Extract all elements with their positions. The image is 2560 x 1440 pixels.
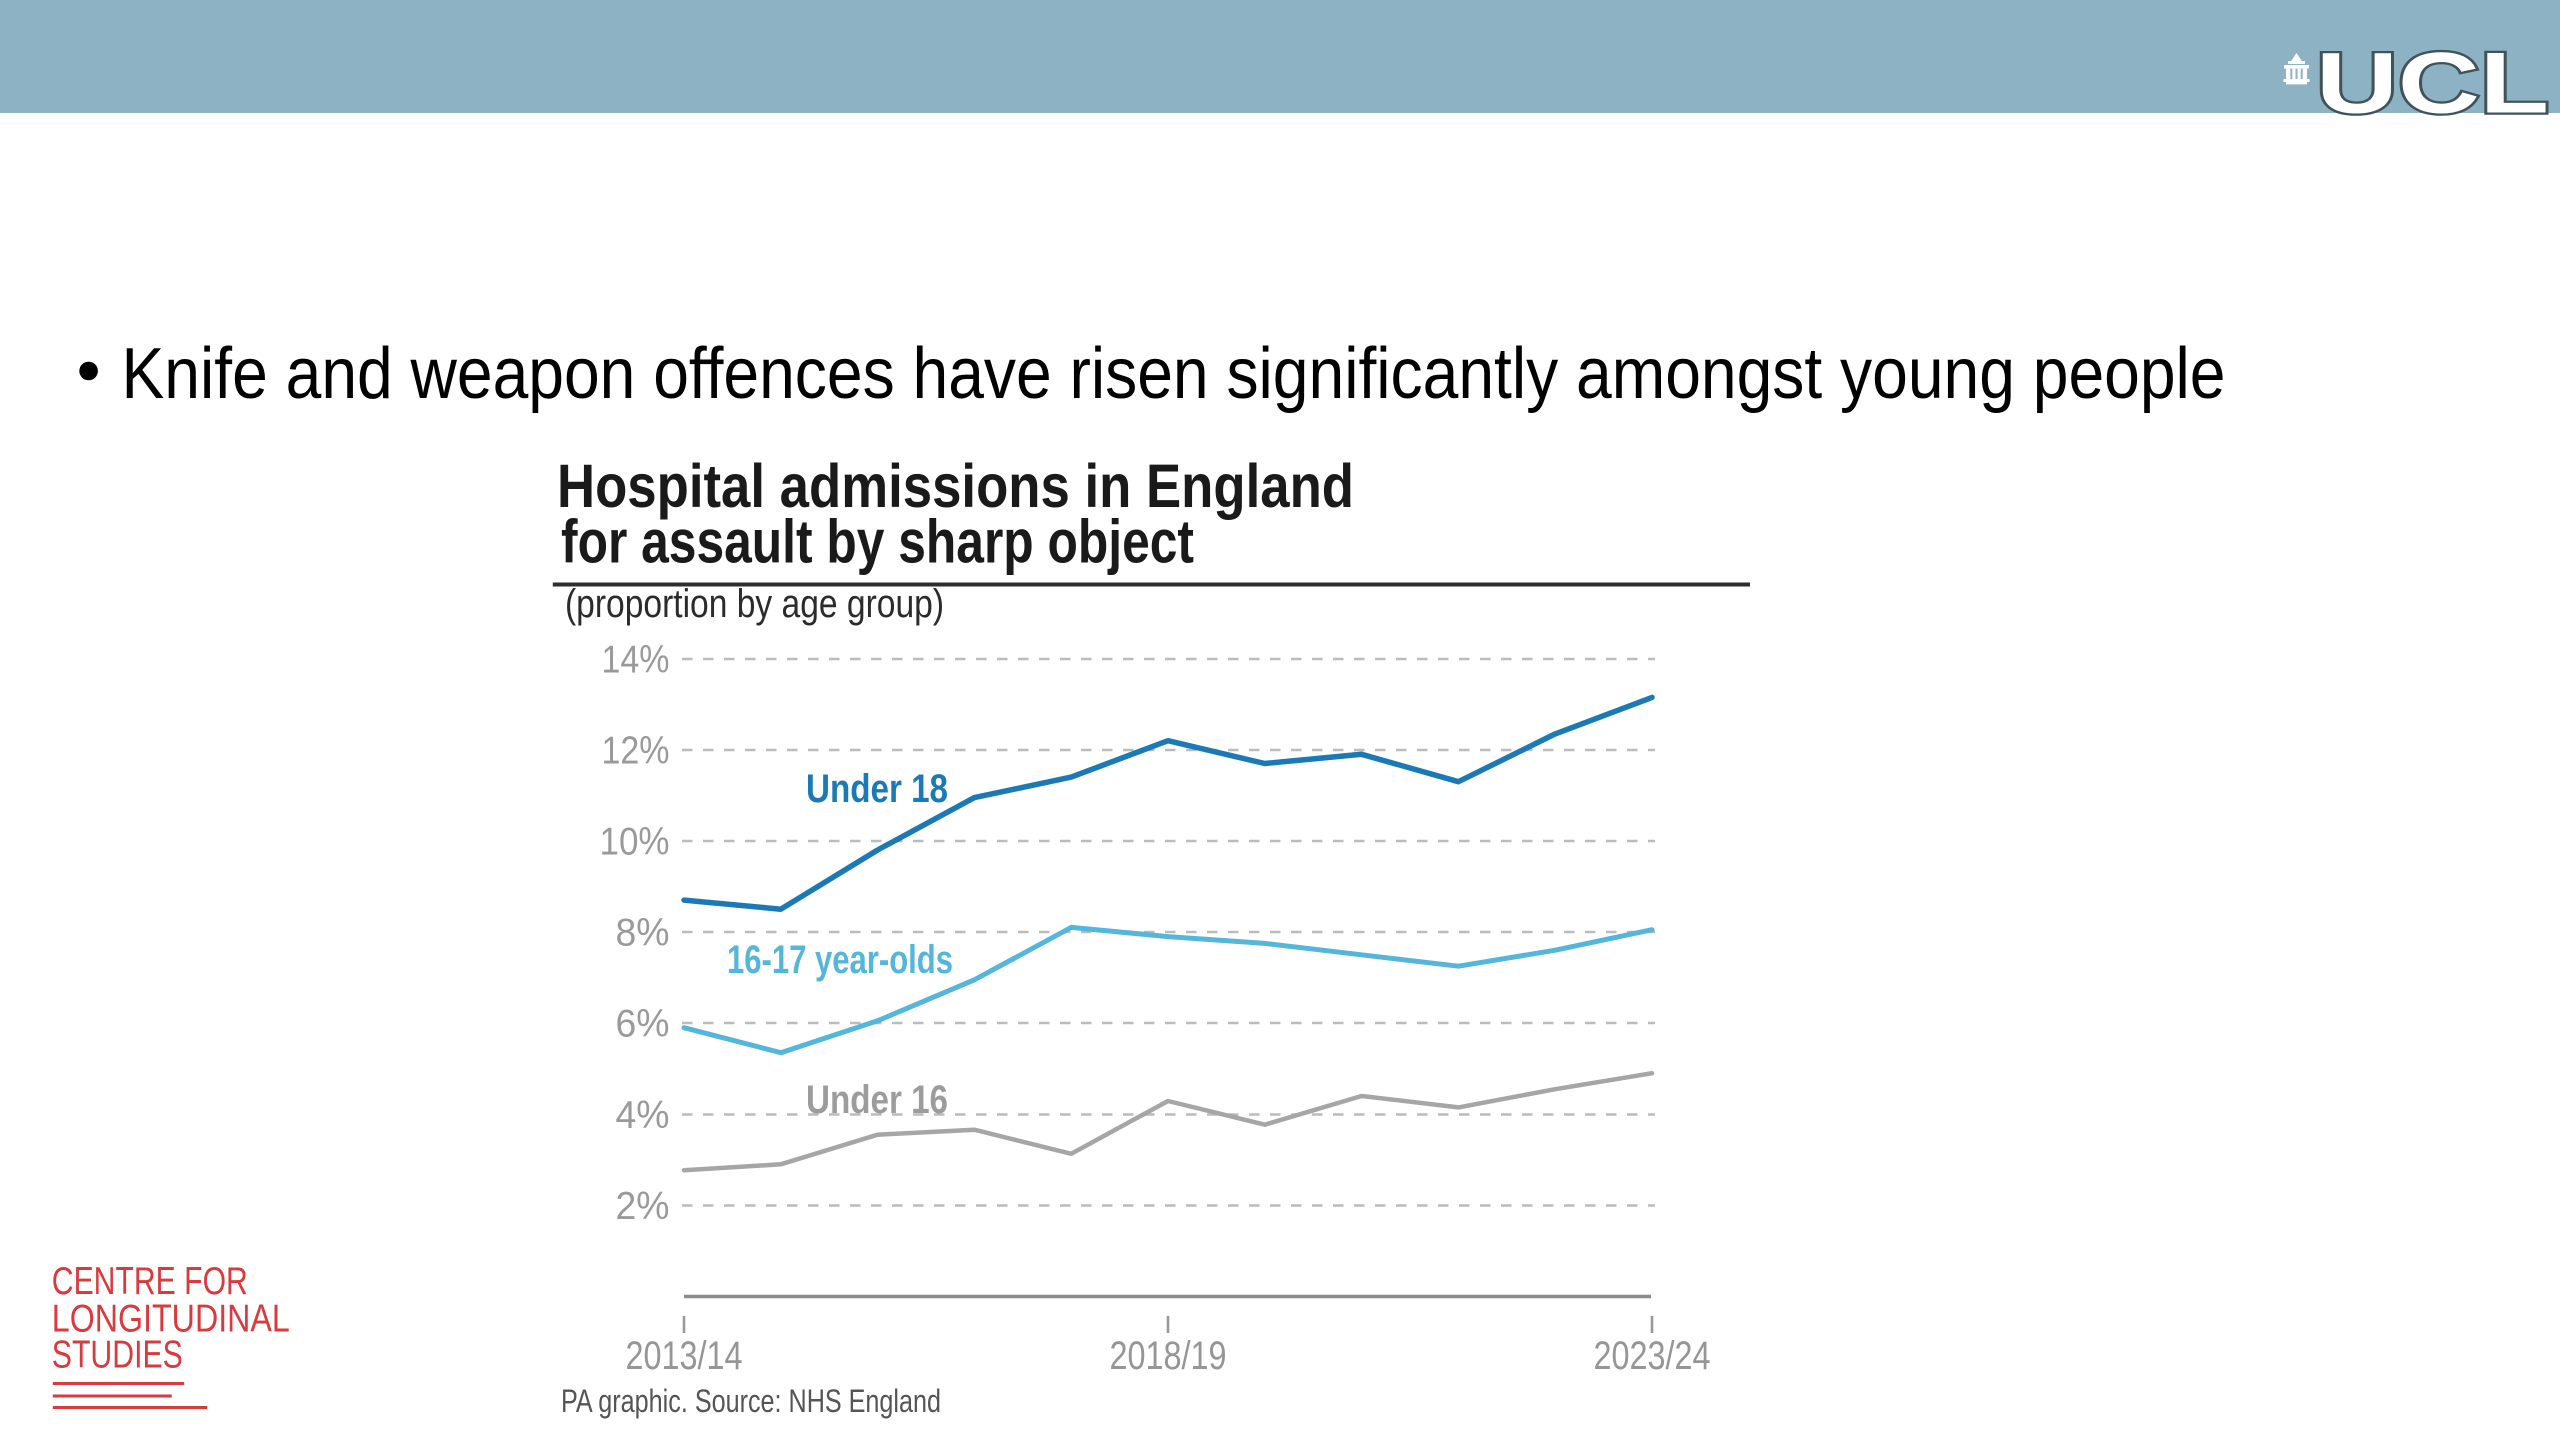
svg-text:LONGITUDINAL: LONGITUDINAL <box>52 1297 290 1340</box>
svg-text:6%: 6% <box>616 1003 670 1046</box>
svg-text:for assault by sharp object: for assault by sharp object <box>561 508 1194 576</box>
svg-text:Hospital admissions in England: Hospital admissions in England <box>557 452 1354 520</box>
svg-text:CENTRE FOR: CENTRE FOR <box>52 1260 248 1303</box>
svg-text:2023/24: 2023/24 <box>1594 1334 1711 1378</box>
svg-text:(proportion by age group): (proportion by age group) <box>565 582 944 626</box>
svg-text:8%: 8% <box>616 912 670 955</box>
svg-text:10%: 10% <box>600 821 670 864</box>
svg-text:STUDIES: STUDIES <box>52 1334 183 1377</box>
svg-text:4%: 4% <box>616 1094 670 1137</box>
svg-text:UCL: UCL <box>2316 36 2549 132</box>
svg-text:2%: 2% <box>616 1185 670 1228</box>
svg-text:Under 18: Under 18 <box>806 767 948 811</box>
svg-text:2018/19: 2018/19 <box>1110 1334 1227 1378</box>
svg-text:16-17 year-olds: 16-17 year-olds <box>727 938 953 982</box>
svg-text:PA graphic. Source: NHS Englan: PA graphic. Source: NHS England <box>561 1383 941 1419</box>
svg-text:Under 16: Under 16 <box>806 1078 948 1122</box>
svg-text:Knife and weapon offences have: Knife and weapon offences have risen sig… <box>122 333 2226 414</box>
svg-text:2013/14: 2013/14 <box>626 1334 743 1378</box>
svg-text:12%: 12% <box>602 730 670 773</box>
svg-text:14%: 14% <box>602 639 670 682</box>
